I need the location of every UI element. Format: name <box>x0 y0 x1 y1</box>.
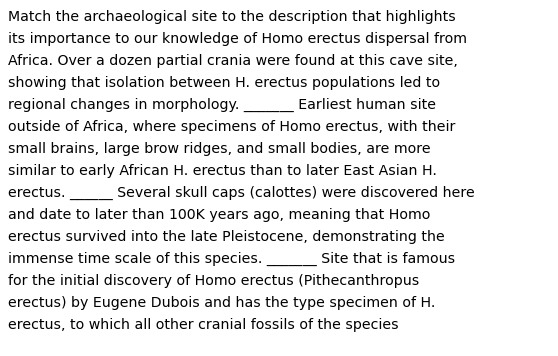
Text: erectus, to which all other cranial fossils of the species: erectus, to which all other cranial foss… <box>8 318 398 332</box>
Text: similar to early African H. erectus than to later East Asian H.: similar to early African H. erectus than… <box>8 164 437 178</box>
Text: showing that isolation between H. erectus populations led to: showing that isolation between H. erectu… <box>8 76 440 90</box>
Text: for the initial discovery of Homo erectus (Pithecanthropus: for the initial discovery of Homo erectu… <box>8 274 419 288</box>
Text: erectus. ______ Several skull caps (calottes) were discovered here: erectus. ______ Several skull caps (calo… <box>8 186 475 200</box>
Text: erectus) by Eugene Dubois and has the type specimen of H.: erectus) by Eugene Dubois and has the ty… <box>8 296 435 310</box>
Text: its importance to our knowledge of Homo erectus dispersal from: its importance to our knowledge of Homo … <box>8 32 467 46</box>
Text: outside of Africa, where specimens of Homo erectus, with their: outside of Africa, where specimens of Ho… <box>8 120 455 134</box>
Text: regional changes in morphology. _______ Earliest human site: regional changes in morphology. _______ … <box>8 98 436 112</box>
Text: small brains, large brow ridges, and small bodies, are more: small brains, large brow ridges, and sma… <box>8 142 431 156</box>
Text: Africa. Over a dozen partial crania were found at this cave site,: Africa. Over a dozen partial crania were… <box>8 54 458 68</box>
Text: and date to later than 100K years ago, meaning that Homo: and date to later than 100K years ago, m… <box>8 208 430 222</box>
Text: erectus survived into the late Pleistocene, demonstrating the: erectus survived into the late Pleistoce… <box>8 230 445 244</box>
Text: immense time scale of this species. _______ Site that is famous: immense time scale of this species. ____… <box>8 252 455 266</box>
Text: Match the archaeological site to the description that highlights: Match the archaeological site to the des… <box>8 10 456 24</box>
